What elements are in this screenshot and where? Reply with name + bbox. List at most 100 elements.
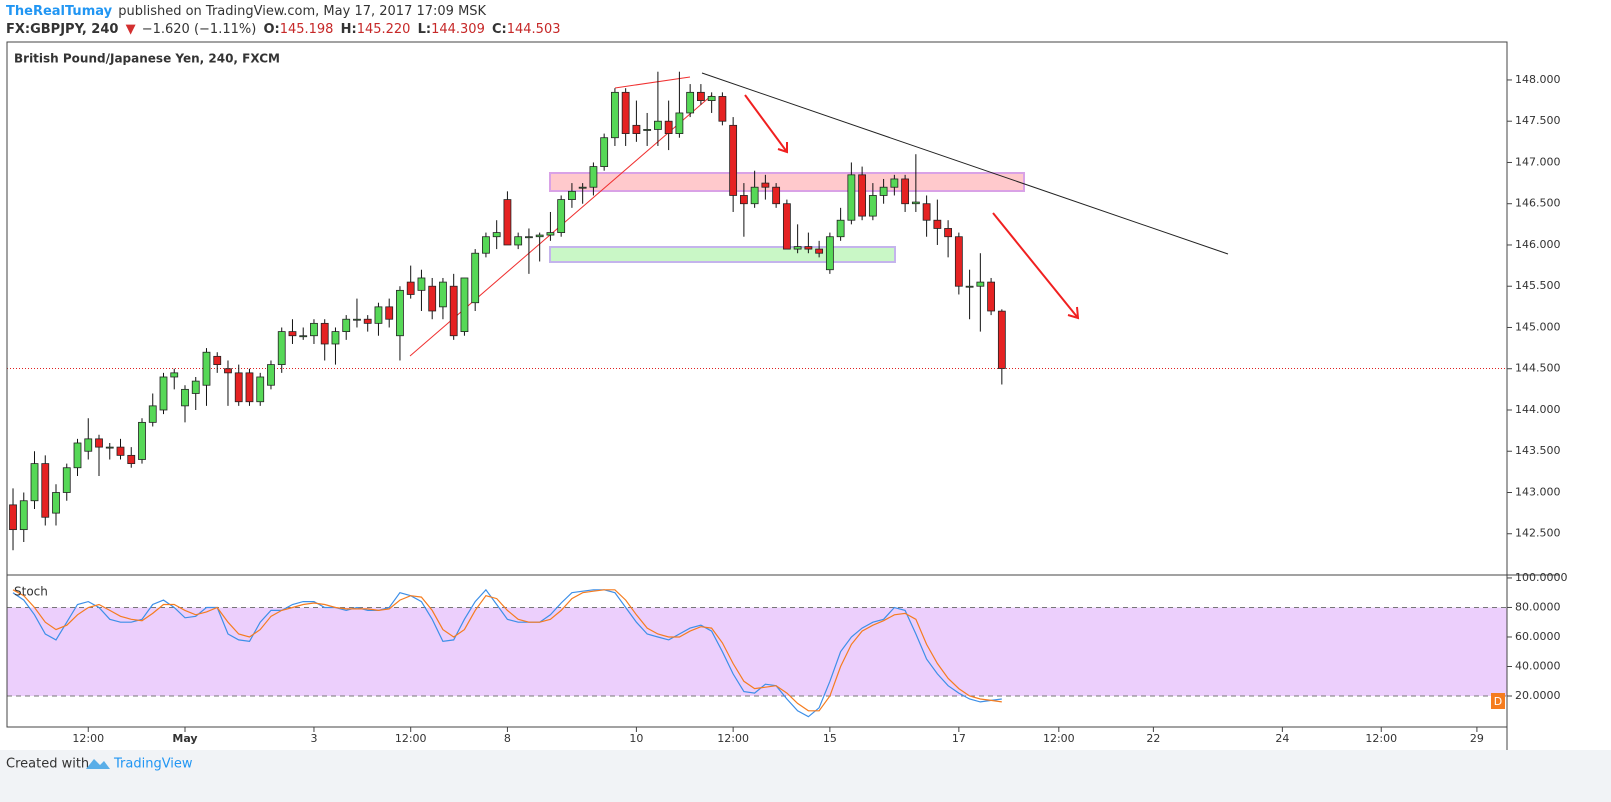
- l-label: L:: [418, 22, 431, 37]
- candle-body: [589, 166, 598, 188]
- y-tick-label: 146.000: [1515, 238, 1561, 251]
- candle-body: [460, 277, 469, 333]
- candle-body: [95, 438, 103, 448]
- x-tick-label: 17: [952, 732, 966, 745]
- candle-body: [976, 281, 985, 287]
- stoch-line: [12, 589, 1002, 712]
- candle-body: [804, 246, 813, 250]
- trend-line: [614, 76, 691, 89]
- candle-body: [643, 129, 652, 131]
- candle-body: [503, 199, 512, 246]
- candle-body: [116, 446, 125, 456]
- candle-body: [267, 364, 275, 386]
- candle-body: [836, 219, 845, 238]
- candle-body: [299, 335, 308, 338]
- h-value: 145.220: [357, 22, 411, 37]
- candle-body: [277, 331, 286, 366]
- candle-body: [739, 195, 748, 205]
- y-tick-label: 144.500: [1515, 362, 1561, 375]
- x-tick-label: 29: [1470, 732, 1484, 745]
- candle-body: [600, 137, 609, 167]
- pane-title: British Pound/Japanese Yen, 240, FXCM: [14, 52, 280, 66]
- candle-body: [675, 112, 684, 134]
- change: −1.620 (−1.11%): [142, 22, 257, 37]
- badge: D: [1494, 695, 1502, 708]
- candle-body: [782, 203, 791, 250]
- candle-body: [52, 492, 60, 514]
- candle-body: [471, 252, 480, 304]
- x-tick-label: 8: [504, 732, 511, 745]
- candle-body: [41, 463, 50, 518]
- direction: ▼: [126, 22, 136, 37]
- candle-body: [127, 454, 136, 465]
- candle-body: [654, 120, 662, 130]
- candle-body: [793, 246, 802, 250]
- candle-body: [750, 186, 759, 205]
- candle-body: [84, 438, 93, 452]
- candle-body: [363, 318, 372, 324]
- candle-body: [611, 91, 619, 139]
- l-value: 144.309: [431, 22, 485, 37]
- candle-body: [213, 355, 222, 366]
- candle-body: [417, 277, 426, 291]
- grid-layer: [7, 367, 1507, 697]
- x-tick-label: 10: [629, 732, 643, 745]
- candle-body: [234, 372, 243, 403]
- ohlc-line: FX:GBPJPY, 240 ▼ −1.620 (−1.11%) O:145.1…: [6, 22, 561, 37]
- y-tick-label: 80.0000: [1515, 600, 1561, 613]
- candle-body: [148, 405, 157, 423]
- candle-body: [879, 186, 888, 196]
- candle-body: [664, 120, 673, 134]
- x-tick-label: 12:00: [717, 732, 749, 745]
- candle-body: [19, 500, 28, 531]
- candle-body: [568, 190, 576, 200]
- footer-brand[interactable]: TradingView: [113, 757, 193, 772]
- candle-body: [353, 318, 361, 321]
- trend-line: [701, 72, 1229, 255]
- x-tick-label: 24: [1275, 732, 1289, 745]
- candle-body: [396, 289, 404, 337]
- candle-body: [890, 178, 899, 188]
- candle-body: [224, 368, 232, 374]
- candle-body: [578, 186, 587, 189]
- candle-body: [331, 331, 340, 345]
- arrow: [992, 212, 1080, 320]
- candle-body: [439, 281, 447, 308]
- candle-body: [546, 232, 555, 236]
- x-tick-label: 3: [310, 732, 317, 745]
- candle-body: [922, 203, 931, 221]
- candle-body: [868, 195, 877, 217]
- candle-body: [30, 463, 39, 502]
- candle-body: [965, 285, 974, 288]
- candle-body: [374, 306, 383, 324]
- y-tick-label: 143.000: [1515, 485, 1561, 498]
- candle-body: [525, 236, 533, 239]
- y-tick-label: 148.000: [1515, 73, 1561, 86]
- candle-body: [181, 388, 189, 407]
- candle-body: [772, 186, 781, 205]
- x-tick-label: 12:00: [72, 732, 104, 745]
- badge-bg: [1491, 693, 1505, 709]
- stoch-line: [12, 588, 1002, 718]
- y-tick-label: 146.500: [1515, 197, 1561, 210]
- candle-body: [707, 96, 716, 101]
- y-tick-label: 147.500: [1515, 114, 1561, 127]
- support-zone: [549, 246, 896, 263]
- arrow: [744, 94, 788, 154]
- candle-body: [514, 236, 523, 246]
- candle-body: [901, 178, 910, 205]
- candle-body: [385, 306, 394, 320]
- y-tick-label: 143.500: [1515, 444, 1561, 457]
- stoch-band: [7, 607, 1507, 697]
- author[interactable]: TheRealTumay: [6, 4, 113, 19]
- candle-body: [62, 467, 71, 493]
- o-value: 145.198: [280, 22, 334, 37]
- candle-body: [815, 248, 824, 254]
- candle-body: [686, 91, 695, 114]
- x-tick-label: 12:00: [1365, 732, 1397, 745]
- y-tick-label: 144.000: [1515, 403, 1561, 416]
- candle-body: [761, 182, 770, 188]
- candle-body: [954, 236, 963, 287]
- candle-body: [310, 322, 318, 337]
